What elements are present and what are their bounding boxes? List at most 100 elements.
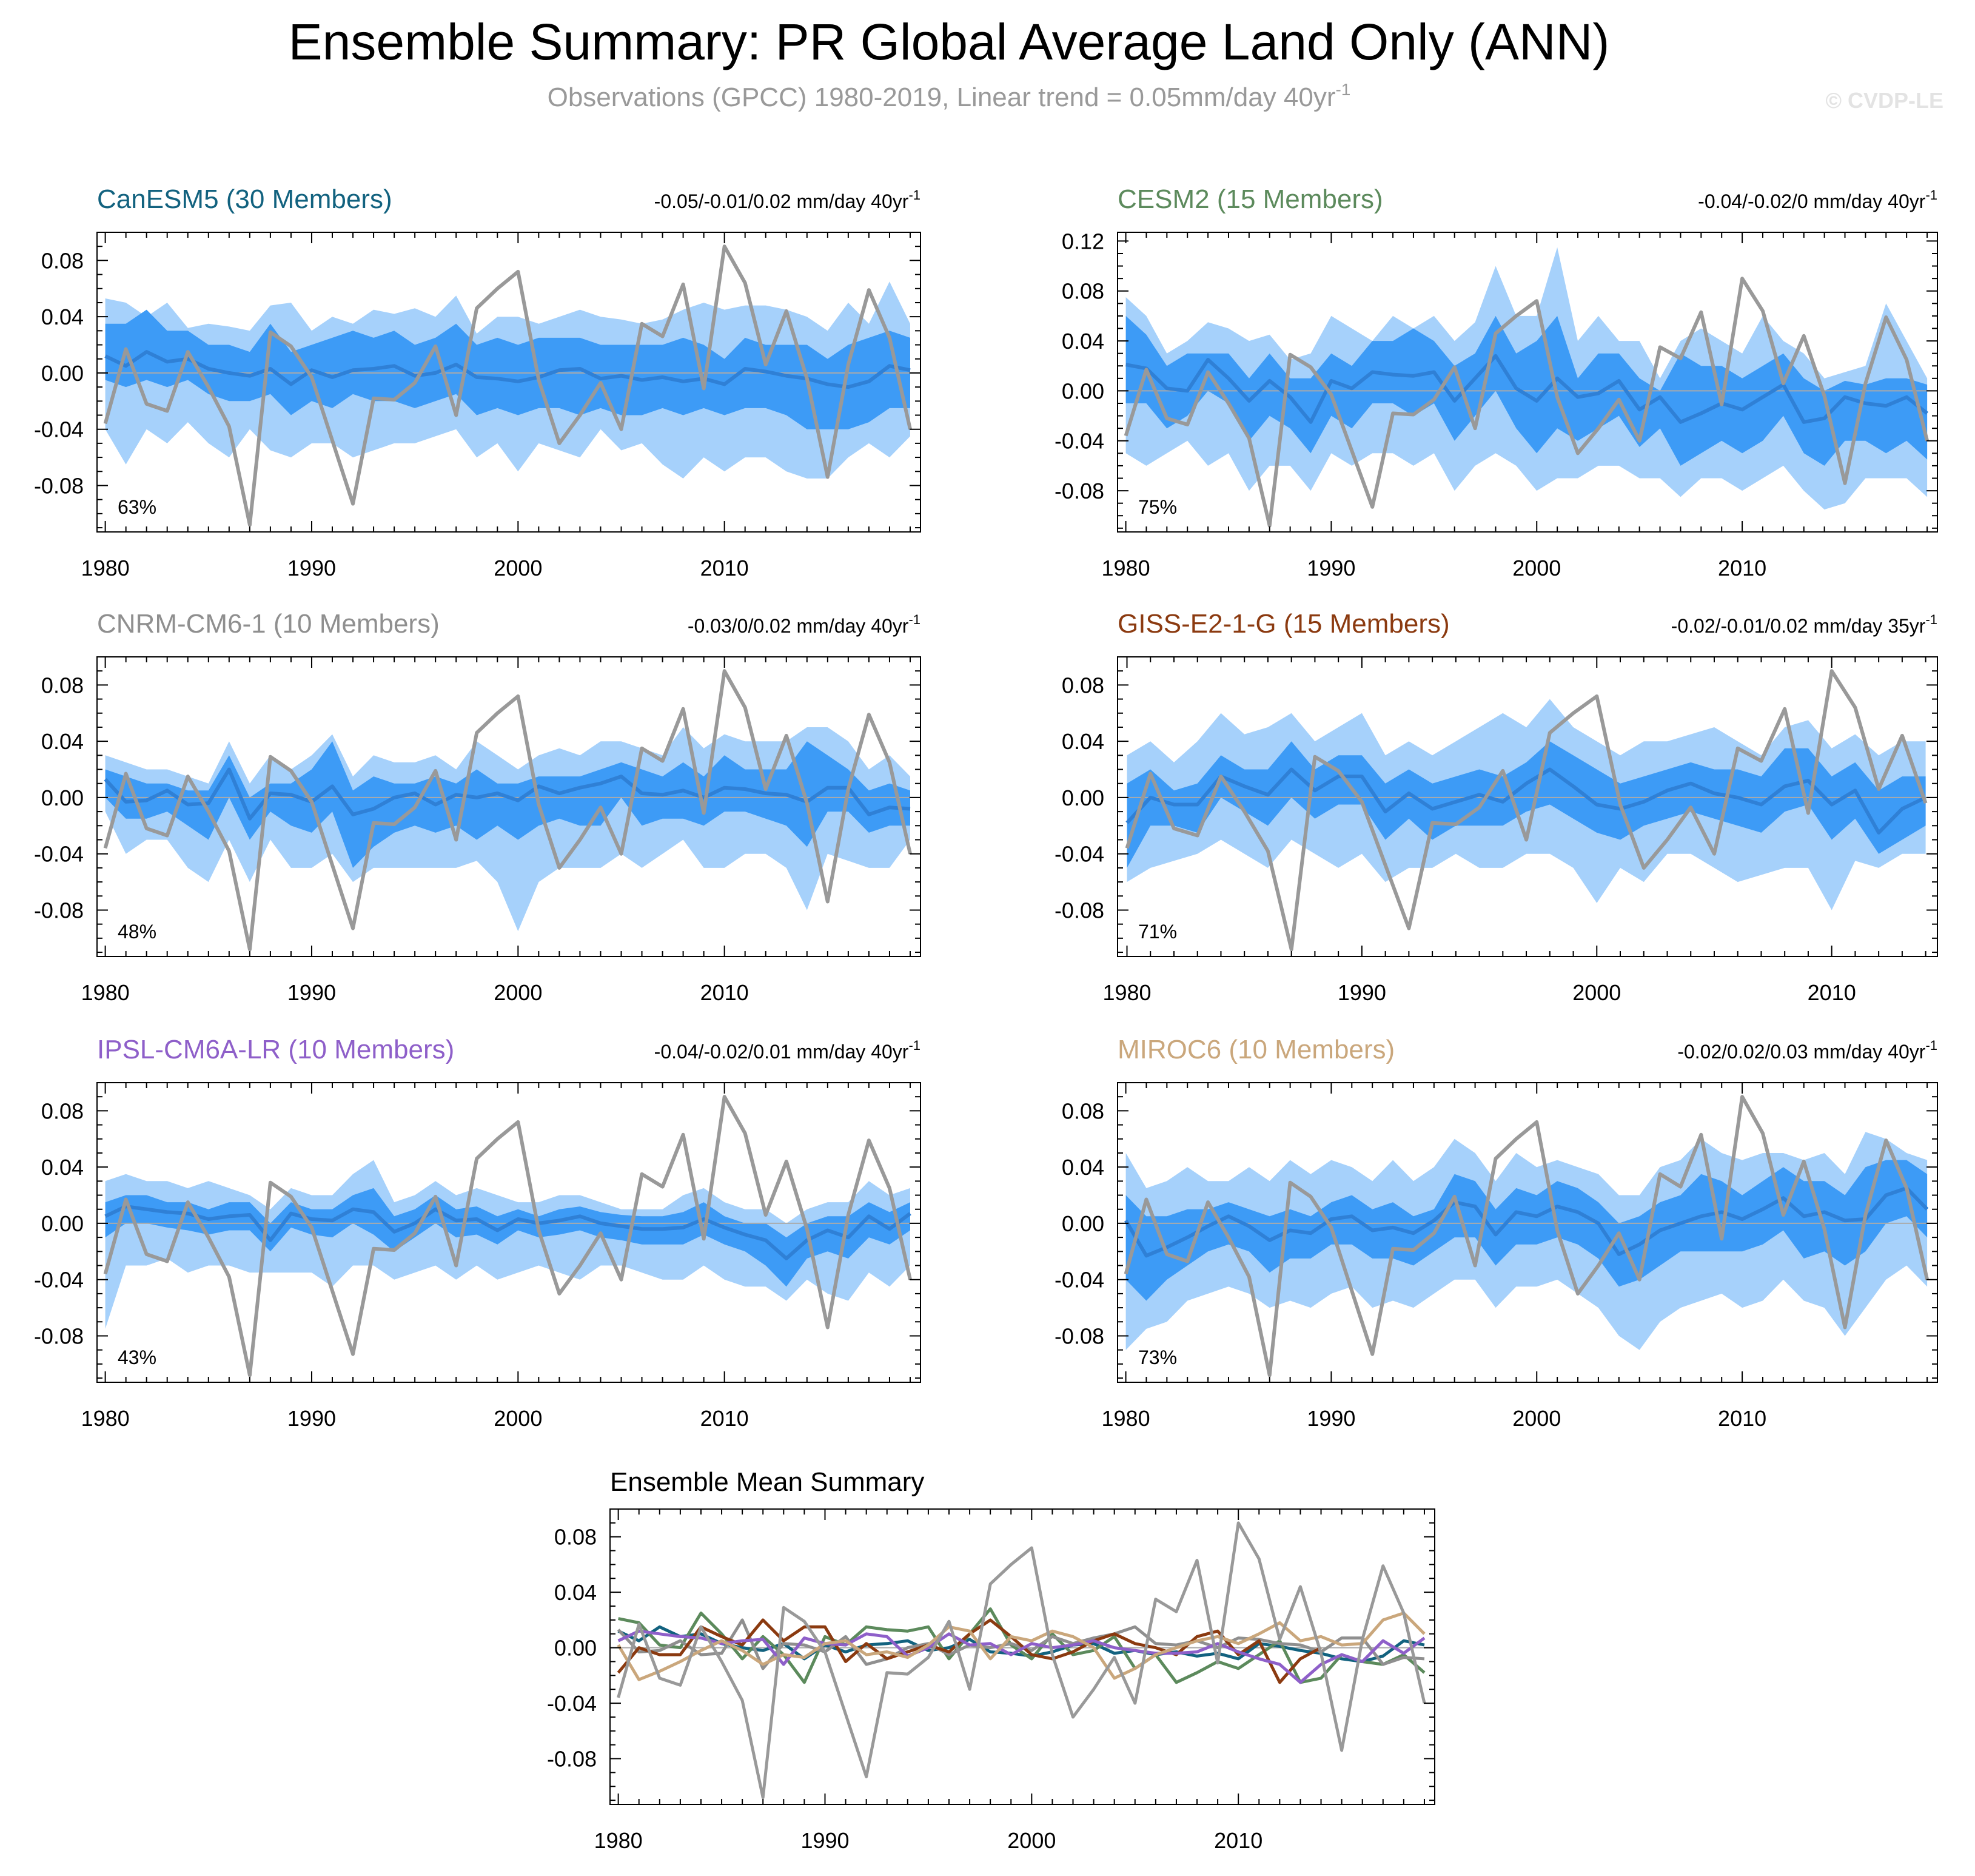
panel-miroc6: -0.08 -0.04 0.00 0.04 0.08 1980 1990 2000 2010 MI… bbox=[1055, 1035, 1938, 1431]
cesm2-trend-text: -0.04/-0.02/0 mm/day 40yr bbox=[1698, 190, 1926, 212]
ipsl-trend-text: -0.04/-0.02/0.01 mm/day 40yr bbox=[654, 1041, 909, 1063]
ipsl-xtick-label: 1990 bbox=[287, 1406, 336, 1431]
cesm2-xtick-label: 1980 bbox=[1102, 556, 1150, 580]
cnrm-ytick-label: 0.08 bbox=[41, 673, 84, 698]
ensemble_mean_summary-frame bbox=[609, 1508, 1435, 1805]
ensemble_mean_summary-xtick-label: 1980 bbox=[594, 1828, 643, 1853]
ensemble_mean_summary-ytick-label: 0.00 bbox=[554, 1636, 597, 1661]
canesm5-percent-label: 63% bbox=[118, 496, 156, 518]
ipsl-frame bbox=[96, 1082, 921, 1383]
canesm5-xtick-label: 2000 bbox=[494, 556, 542, 580]
miroc6-trend-superscript: -1 bbox=[1925, 1038, 1937, 1053]
ensemble_mean_summary-ytick-label: -0.04 bbox=[547, 1691, 597, 1716]
ipsl-trend-label: -0.04/-0.02/0.01 mm/day 40yr-1 bbox=[654, 1038, 920, 1063]
miroc6-xtick-label: 1980 bbox=[1102, 1406, 1150, 1431]
cnrm-title: CNRM-CM6-1 (10 Members) bbox=[97, 609, 440, 639]
cesm2-percent-label: 75% bbox=[1138, 496, 1177, 518]
ipsl-percent-label: 43% bbox=[118, 1346, 156, 1368]
cesm2-observations-line bbox=[1124, 277, 1930, 528]
giss-ensemble-mean-line bbox=[1125, 767, 1926, 835]
cnrm-trend-text: -0.03/0/0.02 mm/day 40yr bbox=[688, 615, 909, 637]
miroc6-frame bbox=[1117, 1082, 1938, 1383]
panel-canesm5: -0.08 -0.04 0.00 0.04 0.08 1980 1990 2000 2010 Ca… bbox=[34, 184, 921, 580]
canesm5-title: CanESM5 (30 Members) bbox=[97, 184, 392, 214]
canesm5-ensemble-mean-line bbox=[104, 350, 911, 389]
ensemble_mean_summary-ytick-label: -0.08 bbox=[547, 1747, 597, 1772]
ensemble_mean_summary-title: Ensemble Mean Summary bbox=[610, 1467, 924, 1497]
cesm2-ytick-label: -0.08 bbox=[1055, 479, 1104, 503]
ipsl-ytick-label: -0.04 bbox=[34, 1268, 84, 1293]
panel-ensemble_mean_summary: -0.08 -0.04 0.00 0.04 0.08 1980 1990 2000 2010 En… bbox=[547, 1467, 1435, 1853]
cnrm-xtick-label: 2010 bbox=[700, 980, 749, 1005]
ipsl-xtick-label: 2010 bbox=[700, 1406, 749, 1431]
miroc6-ytick-label: 0.00 bbox=[1062, 1211, 1104, 1236]
giss-xtick-label: 1980 bbox=[1102, 980, 1151, 1005]
cnrm-xtick-label: 1990 bbox=[287, 980, 336, 1005]
canesm5-observations-line bbox=[103, 244, 912, 527]
cnrm-xtick-label: 2000 bbox=[494, 980, 542, 1005]
cesm2-xtick-label: 2010 bbox=[1718, 556, 1766, 580]
cesm2-frame bbox=[1117, 232, 1938, 533]
canesm5-xtick-label: 1980 bbox=[81, 556, 130, 580]
figure-subtitle-text: Observations (GPCC) 1980-2019, Linear tr… bbox=[548, 82, 1336, 112]
miroc6-title: MIROC6 (10 Members) bbox=[1118, 1035, 1395, 1064]
ipsl-observations-line bbox=[103, 1095, 912, 1377]
figure-subtitle-superscript: -1 bbox=[1335, 80, 1350, 99]
miroc6-ytick-label: 0.04 bbox=[1062, 1155, 1104, 1180]
canesm5-xtick-label: 2010 bbox=[700, 556, 749, 580]
giss-ytick-label: 0.08 bbox=[1062, 673, 1104, 698]
cnrm-ytick-label: -0.08 bbox=[34, 898, 84, 923]
cnrm-frame bbox=[96, 656, 921, 957]
canesm5-ytick-label: 0.04 bbox=[41, 304, 84, 329]
cesm2-ytick-label: -0.04 bbox=[1055, 429, 1104, 454]
canesm5-frame bbox=[96, 232, 921, 533]
miroc6-percent-label: 73% bbox=[1138, 1346, 1177, 1368]
giss-inner-band bbox=[1127, 741, 1926, 868]
giss-ytick-label: -0.04 bbox=[1055, 842, 1104, 867]
cnrm-observations-line bbox=[103, 669, 912, 952]
summary-line-ipsl bbox=[617, 1629, 1426, 1684]
giss-xtick-label: 2000 bbox=[1572, 980, 1621, 1005]
panel-giss: -0.08 -0.04 0.00 0.04 0.08 1980 1990 2000 2010 GI… bbox=[1055, 609, 1938, 1005]
giss-trend-superscript: -1 bbox=[1925, 612, 1937, 627]
panel-ipsl: -0.08 -0.04 0.00 0.04 0.08 1980 1990 2000 2010 IP… bbox=[34, 1035, 921, 1431]
cesm2-ytick-label: 0.04 bbox=[1062, 329, 1104, 354]
giss-ytick-label: -0.08 bbox=[1055, 898, 1104, 923]
cnrm-xtick-label: 1980 bbox=[81, 980, 130, 1005]
giss-xtick-label: 2010 bbox=[1808, 980, 1856, 1005]
cesm2-xtick-label: 1990 bbox=[1307, 556, 1355, 580]
giss-frame bbox=[1117, 656, 1938, 957]
ensemble_mean_summary-xtick-label: 1990 bbox=[800, 1828, 849, 1853]
giss-title: GISS-E2-1-G (15 Members) bbox=[1118, 609, 1450, 639]
miroc6-observations-line bbox=[1124, 1095, 1930, 1377]
cnrm-percent-label: 48% bbox=[118, 921, 156, 943]
ipsl-ytick-label: -0.08 bbox=[34, 1323, 84, 1348]
summary-line-observations bbox=[617, 1521, 1426, 1800]
miroc6-xtick-label: 2000 bbox=[1512, 1406, 1561, 1431]
miroc6-xtick-label: 1990 bbox=[1307, 1406, 1355, 1431]
giss-xtick-label: 1990 bbox=[1338, 980, 1386, 1005]
canesm5-ytick-label: 0.08 bbox=[41, 248, 84, 273]
ensemble_mean_summary-xtick-label: 2010 bbox=[1214, 1828, 1262, 1853]
figure-subtitle: Observations (GPCC) 1980-2019, Linear tr… bbox=[548, 80, 1351, 112]
cnrm-trend-label: -0.03/0/0.02 mm/day 40yr-1 bbox=[688, 612, 920, 637]
miroc6-trend-label: -0.02/0.02/0.03 mm/day 40yr-1 bbox=[1677, 1038, 1937, 1063]
ipsl-xtick-label: 1980 bbox=[81, 1406, 130, 1431]
ipsl-ensemble-mean-line bbox=[104, 1205, 911, 1260]
canesm5-trend-text: -0.05/-0.01/0.02 mm/day 40yr bbox=[654, 190, 909, 212]
cesm2-ytick-label: 0.08 bbox=[1062, 279, 1104, 304]
cesm2-trend-label: -0.04/-0.02/0 mm/day 40yr-1 bbox=[1698, 187, 1937, 212]
cnrm-trend-superscript: -1 bbox=[908, 612, 920, 627]
canesm5-ytick-label: 0.00 bbox=[41, 361, 84, 386]
cnrm-ytick-label: 0.00 bbox=[41, 785, 84, 810]
miroc6-ytick-label: -0.08 bbox=[1055, 1323, 1104, 1348]
cnrm-ensemble-mean-line bbox=[104, 767, 911, 821]
miroc6-xtick-label: 2010 bbox=[1718, 1406, 1766, 1431]
panels: -0.08 -0.04 0.00 0.04 0.08 1980 1990 2000 2010 Ca… bbox=[34, 184, 1938, 1853]
ipsl-title: IPSL-CM6A-LR (10 Members) bbox=[97, 1035, 454, 1064]
figure-title: Ensemble Summary: PR Global Average Land… bbox=[289, 13, 1610, 70]
canesm5-trend-superscript: -1 bbox=[908, 187, 920, 203]
ensemble_mean_summary-ytick-label: 0.04 bbox=[554, 1580, 597, 1605]
